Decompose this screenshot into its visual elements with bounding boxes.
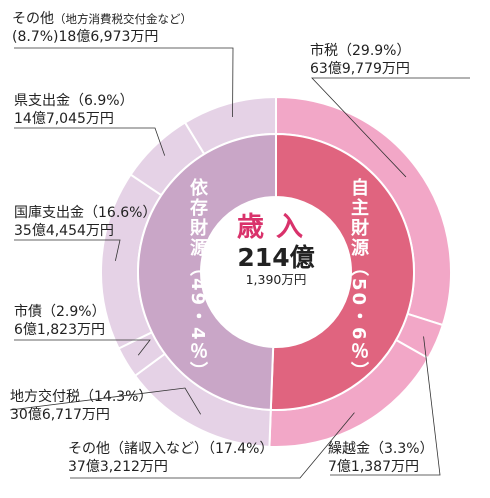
group-label-dependent-revenue: 依存財源（49・4％）	[187, 178, 208, 382]
label-other-misc-line2: 37億3,212万円	[68, 459, 168, 475]
leader-line-6	[14, 127, 166, 156]
chart-title: 歳入	[237, 212, 315, 243]
label-other-consumption-pct: (8.7%)	[12, 29, 59, 45]
leader-line-0	[311, 77, 470, 178]
label-other-misc-line1: その他（諸収入など）（17.4%）	[68, 441, 274, 457]
center-hole	[201, 197, 351, 347]
label-local-allocation-tax-line1: 地方交付税（14.3%）	[10, 389, 153, 405]
leader-line-2	[70, 412, 355, 479]
label-national-disbursement: 国庫支出金（16.6%） 35億4,454万円	[14, 204, 156, 240]
label-other-consumption-line1: その他（地方消費税交付金など）	[12, 10, 192, 28]
inner-ring	[137, 132, 415, 411]
total-sub: 1,390万円	[245, 272, 307, 287]
label-national-disbursement-line1: 国庫支出金（16.6%）	[14, 205, 157, 221]
label-prefectural-disbursement-line2: 14億7,045万円	[14, 111, 114, 127]
leader-line-4	[14, 339, 151, 356]
leader-line-1	[330, 336, 441, 476]
group-label-own-revenue: 自主財源（50・6％）	[348, 178, 369, 382]
label-prefectural-disbursement-line1: 県支出金（6.9%）	[14, 93, 134, 109]
label-municipal-bonds-line2: 6億1,823万円	[14, 322, 105, 338]
label-carryover-line1: 繰越金（3.3%）	[328, 441, 434, 457]
label-national-disbursement-line2: 35億4,454万円	[14, 223, 114, 239]
label-local-allocation-tax-line2: 30億6,717万円	[10, 407, 110, 423]
label-municipal-bonds: 市債（2.9%） 6億1,823万円	[14, 303, 106, 339]
label-city-tax: 市税（29.9%） 63億9,779万円	[310, 42, 410, 78]
label-local-allocation-tax: 地方交付税（14.3%） 30億6,717万円	[10, 388, 152, 424]
label-prefectural-disbursement: 県支出金（6.9%） 14億7,045万円	[14, 92, 134, 128]
label-other-consumption-note: （地方消費税交付金など）	[54, 12, 192, 26]
label-other-consumption-line2: (8.7%)18億6,973万円	[12, 28, 192, 46]
label-city-tax-line1: 市税（29.9%）	[310, 43, 411, 59]
label-other-consumption-amount: 18億6,973万円	[58, 29, 159, 45]
total-main: 214億	[237, 243, 315, 272]
outer-ring	[100, 95, 452, 448]
label-carryover-line2: 7億1,387万円	[328, 459, 419, 475]
center-total: 歳入 214億 1,390万円	[196, 212, 356, 287]
leader-line-7	[14, 47, 234, 117]
label-other-consumption: その他（地方消費税交付金など） (8.7%)18億6,973万円	[12, 10, 192, 46]
label-carryover: 繰越金（3.3%） 7億1,387万円	[328, 440, 434, 476]
label-other-misc: その他（諸収入など）（17.4%） 37億3,212万円	[68, 440, 273, 476]
label-municipal-bonds-line1: 市債（2.9%）	[14, 304, 106, 320]
leader-line-3	[9, 387, 202, 415]
leader-line-5	[14, 239, 121, 261]
label-other-consumption-name: その他	[12, 11, 54, 27]
label-city-tax-line2: 63億9,779万円	[310, 61, 410, 77]
leader-lines	[9, 47, 470, 479]
